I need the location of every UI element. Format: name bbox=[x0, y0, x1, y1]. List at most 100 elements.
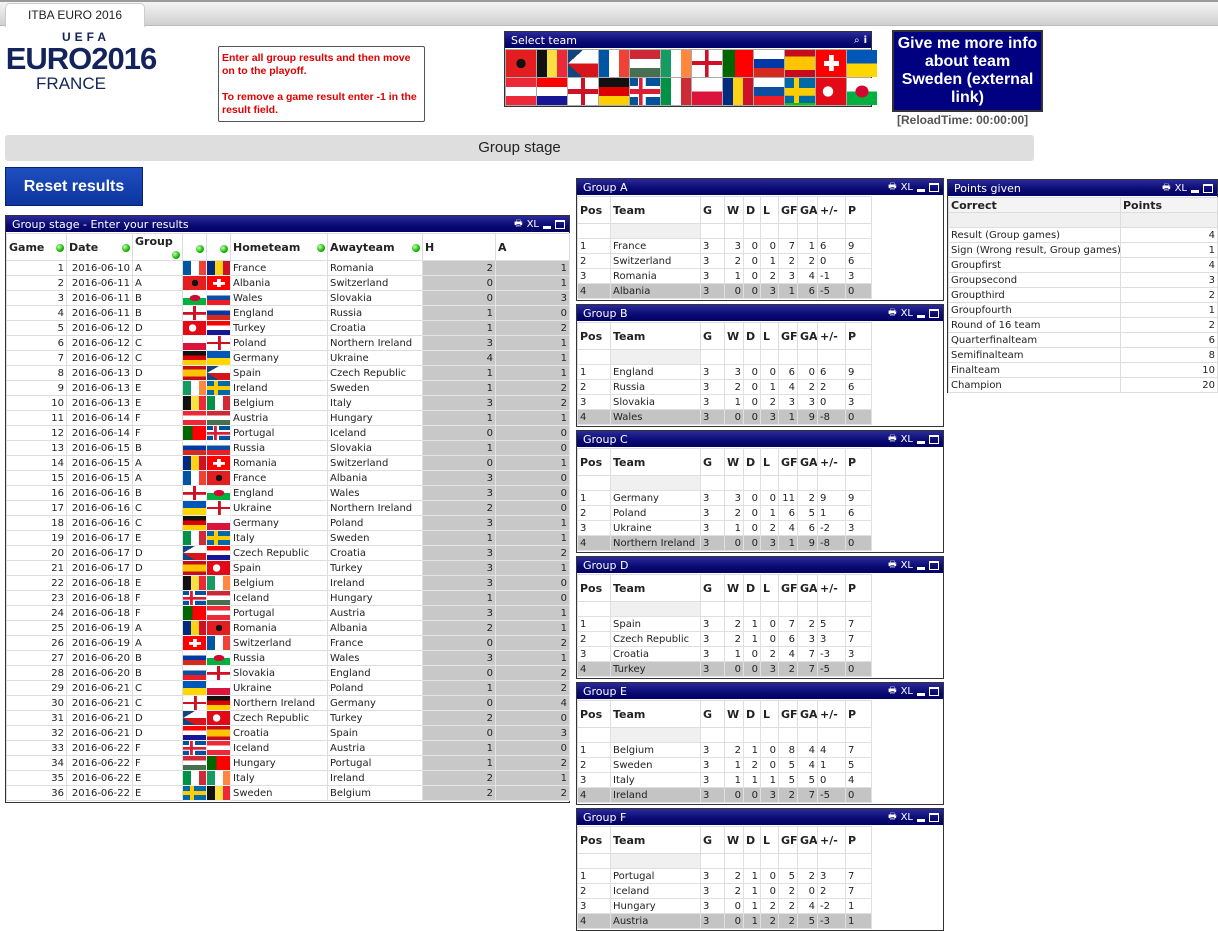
sheet-tab[interactable]: ITBA EURO 2016 bbox=[5, 3, 145, 27]
column-header-awayteam[interactable]: Awayteam bbox=[327, 233, 423, 261]
home-score-input[interactable]: 3 bbox=[422, 575, 496, 591]
home-score-input[interactable]: 3 bbox=[422, 335, 496, 351]
column-header-pos[interactable]: Pos bbox=[577, 700, 611, 728]
flag-spain-icon[interactable] bbox=[785, 50, 815, 77]
away-score-input[interactable]: 1 bbox=[495, 770, 570, 786]
print-icon[interactable]: 🖶 bbox=[888, 308, 897, 318]
away-score-input[interactable]: 0 bbox=[495, 470, 570, 486]
home-score-input[interactable]: 3 bbox=[422, 650, 496, 666]
away-score-input[interactable]: 2 bbox=[495, 395, 570, 411]
flag-poland-icon[interactable] bbox=[692, 78, 722, 105]
away-score-input[interactable]: 1 bbox=[495, 275, 570, 291]
minimize-icon[interactable] bbox=[917, 567, 925, 570]
away-score-input[interactable]: 1 bbox=[495, 515, 570, 531]
home-score-input[interactable]: 3 bbox=[422, 485, 496, 501]
column-header-p[interactable]: P bbox=[845, 700, 872, 728]
maximize-icon[interactable] bbox=[1203, 184, 1213, 193]
export-excel-icon[interactable]: XL bbox=[900, 182, 913, 193]
column-header-d[interactable]: D bbox=[743, 448, 761, 476]
home-score-input[interactable]: 0 bbox=[422, 290, 496, 306]
flag-turkey-icon[interactable] bbox=[816, 78, 846, 105]
flag-hungary-icon[interactable] bbox=[630, 50, 660, 77]
column-header-team[interactable]: Team bbox=[610, 448, 701, 476]
column-header-p[interactable]: P bbox=[845, 196, 872, 224]
away-score-input[interactable]: 0 bbox=[495, 575, 570, 591]
search-indicator-icon[interactable] bbox=[196, 244, 204, 253]
away-score-input[interactable]: 1 bbox=[495, 455, 570, 471]
flag-portugal-icon[interactable] bbox=[723, 50, 753, 77]
home-score-input[interactable]: 2 bbox=[422, 500, 496, 516]
column-header-pos[interactable]: Pos bbox=[577, 448, 611, 476]
column-header--[interactable]: +/- bbox=[817, 700, 846, 728]
flag-france-icon[interactable] bbox=[599, 50, 629, 77]
column-header-p[interactable]: P bbox=[845, 574, 872, 602]
away-score-input[interactable]: 2 bbox=[495, 635, 570, 651]
column-header-ga[interactable]: GA bbox=[797, 196, 818, 224]
column-header-w[interactable]: W bbox=[724, 448, 744, 476]
export-excel-icon[interactable]: XL bbox=[900, 560, 913, 571]
flag-iceland-icon[interactable] bbox=[630, 78, 660, 105]
home-score-input[interactable]: 2 bbox=[422, 710, 496, 726]
column-header-ga[interactable]: GA bbox=[797, 826, 818, 854]
column-header-w[interactable]: W bbox=[724, 196, 744, 224]
info-icon[interactable]: i bbox=[863, 35, 867, 46]
column-header-team[interactable]: Team bbox=[610, 826, 701, 854]
column-header-p[interactable]: P bbox=[845, 826, 872, 854]
column-header-h[interactable]: H bbox=[422, 233, 496, 261]
home-score-input[interactable]: 1 bbox=[422, 305, 496, 321]
search-icon[interactable]: ⌕ bbox=[853, 35, 860, 46]
home-score-input[interactable]: 0 bbox=[422, 665, 496, 681]
column-header-hometeam[interactable]: Hometeam bbox=[230, 233, 328, 261]
away-score-input[interactable]: 0 bbox=[495, 500, 570, 516]
away-score-input[interactable]: 1 bbox=[495, 620, 570, 636]
minimize-icon[interactable] bbox=[917, 441, 925, 444]
away-score-input[interactable]: 0 bbox=[495, 590, 570, 606]
column-header-g[interactable]: G bbox=[700, 322, 725, 350]
flag-ukraine-icon[interactable] bbox=[847, 50, 877, 77]
maximize-icon[interactable] bbox=[929, 561, 939, 570]
maximize-icon[interactable] bbox=[929, 687, 939, 696]
home-score-input[interactable]: 1 bbox=[422, 680, 496, 696]
column-header-pos[interactable]: Pos bbox=[577, 196, 611, 224]
home-score-input[interactable]: 0 bbox=[422, 425, 496, 441]
away-score-input[interactable]: 2 bbox=[495, 380, 570, 396]
away-score-input[interactable]: 3 bbox=[495, 290, 570, 306]
home-score-input[interactable]: 1 bbox=[422, 320, 496, 336]
column-header--[interactable]: +/- bbox=[817, 574, 846, 602]
home-score-input[interactable]: 2 bbox=[422, 620, 496, 636]
column-header-team[interactable]: Team bbox=[610, 700, 701, 728]
home-score-input[interactable]: 0 bbox=[422, 635, 496, 651]
flag-northern-ireland-icon[interactable] bbox=[692, 50, 722, 77]
away-score-input[interactable]: 3 bbox=[495, 725, 570, 741]
team-search-field[interactable] bbox=[610, 223, 701, 239]
team-search-field[interactable] bbox=[610, 727, 701, 743]
column-header-ga[interactable]: GA bbox=[797, 574, 818, 602]
column-header-pos[interactable]: Pos bbox=[577, 826, 611, 854]
minimize-icon[interactable] bbox=[917, 315, 925, 318]
column-header-flag3[interactable] bbox=[182, 233, 207, 261]
column-header-w[interactable]: W bbox=[724, 574, 744, 602]
export-excel-icon[interactable]: XL bbox=[900, 686, 913, 697]
away-score-input[interactable]: 1 bbox=[495, 365, 570, 381]
maximize-icon[interactable] bbox=[555, 220, 565, 229]
column-header-team[interactable]: Team bbox=[610, 574, 701, 602]
team-search-field[interactable] bbox=[610, 853, 701, 869]
away-score-input[interactable]: 2 bbox=[495, 785, 570, 801]
away-score-input[interactable]: 4 bbox=[495, 695, 570, 711]
column-header--[interactable]: +/- bbox=[817, 826, 846, 854]
home-score-input[interactable]: 3 bbox=[422, 395, 496, 411]
home-score-input[interactable]: 3 bbox=[422, 605, 496, 621]
away-score-input[interactable]: 2 bbox=[495, 665, 570, 681]
column-header-g[interactable]: G bbox=[700, 196, 725, 224]
flag-croatia-icon[interactable] bbox=[537, 78, 567, 105]
flag-slovakia-icon[interactable] bbox=[754, 78, 784, 105]
column-header-d[interactable]: D bbox=[743, 826, 761, 854]
column-header-w[interactable]: W bbox=[724, 322, 744, 350]
maximize-icon[interactable] bbox=[929, 183, 939, 192]
column-header-gf[interactable]: GF bbox=[778, 196, 798, 224]
print-icon[interactable]: 🖶 bbox=[1162, 183, 1171, 193]
column-header-flag4[interactable] bbox=[206, 233, 231, 261]
away-score-input[interactable]: 2 bbox=[495, 320, 570, 336]
home-score-input[interactable]: 3 bbox=[422, 470, 496, 486]
column-header-d[interactable]: D bbox=[743, 574, 761, 602]
